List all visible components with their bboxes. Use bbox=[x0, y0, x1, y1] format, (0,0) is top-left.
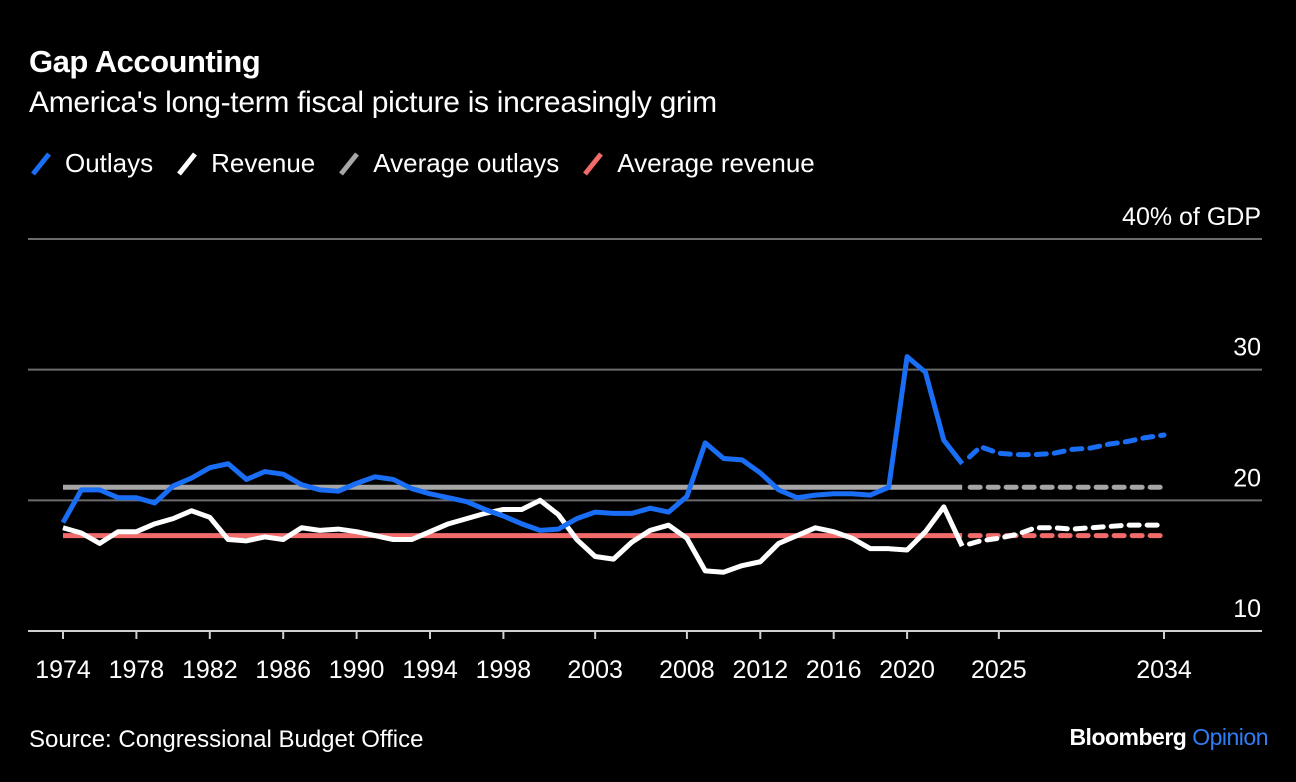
revenue-line bbox=[62, 497, 965, 575]
x-tick-label-1982: 1982 bbox=[182, 656, 238, 684]
x-tick-label-2020: 2020 bbox=[879, 656, 935, 684]
legend-swatch-outlays bbox=[31, 151, 51, 176]
x-tick-label-1998: 1998 bbox=[476, 656, 532, 684]
legend-swatch-average-outlays bbox=[339, 151, 360, 176]
x-tick-label-2003: 2003 bbox=[567, 656, 623, 684]
logo-brand: Bloomberg bbox=[1069, 724, 1187, 750]
logo-product: Opinion bbox=[1192, 724, 1268, 750]
legend: Outlays Revenue Average outlays Average … bbox=[29, 148, 837, 179]
chart-subtitle: America's long-term fiscal picture is in… bbox=[29, 86, 717, 119]
legend-item-average-revenue: Average revenue bbox=[581, 148, 815, 179]
x-tick-label-2034: 2034 bbox=[1136, 656, 1192, 684]
x-tick-label-2008: 2008 bbox=[659, 656, 715, 684]
x-tick-label-2025: 2025 bbox=[971, 656, 1027, 684]
outlays-projected-line bbox=[966, 432, 1167, 460]
bloomberg-opinion-logo: Bloomberg Opinion bbox=[1069, 724, 1268, 751]
y-tick-label-40: 40% of GDP bbox=[1122, 203, 1261, 231]
legend-label-outlays: Outlays bbox=[65, 148, 154, 178]
source-note: Source: Congressional Budget Office bbox=[29, 726, 424, 753]
legend-item-revenue: Revenue bbox=[175, 148, 315, 179]
legend-label-average-outlays: Average outlays bbox=[373, 148, 560, 178]
legend-label-revenue: Revenue bbox=[211, 148, 316, 178]
x-tick-label-1978: 1978 bbox=[109, 656, 165, 684]
legend-item-average-outlays: Average outlays bbox=[337, 148, 559, 179]
x-tick-label-1986: 1986 bbox=[255, 656, 311, 684]
y-tick-label-20: 20 bbox=[1233, 464, 1261, 492]
x-tick-label-2016: 2016 bbox=[806, 656, 862, 684]
legend-swatch-average-revenue bbox=[583, 151, 604, 176]
revenue-projected-line bbox=[966, 522, 1167, 547]
chart-title: Gap Accounting bbox=[29, 44, 261, 79]
y-tick-label-30: 30 bbox=[1233, 334, 1261, 362]
x-tick-label-1974: 1974 bbox=[35, 656, 91, 684]
outlays-line bbox=[60, 354, 965, 533]
y-tick-label-10: 10 bbox=[1233, 595, 1261, 623]
x-tick-label-1994: 1994 bbox=[402, 656, 458, 684]
legend-swatch-revenue bbox=[177, 151, 198, 176]
x-tick-label-2012: 2012 bbox=[732, 656, 788, 684]
legend-item-outlays: Outlays bbox=[29, 148, 153, 179]
legend-label-average-revenue: Average revenue bbox=[617, 148, 815, 178]
x-tick-label-1990: 1990 bbox=[329, 656, 385, 684]
